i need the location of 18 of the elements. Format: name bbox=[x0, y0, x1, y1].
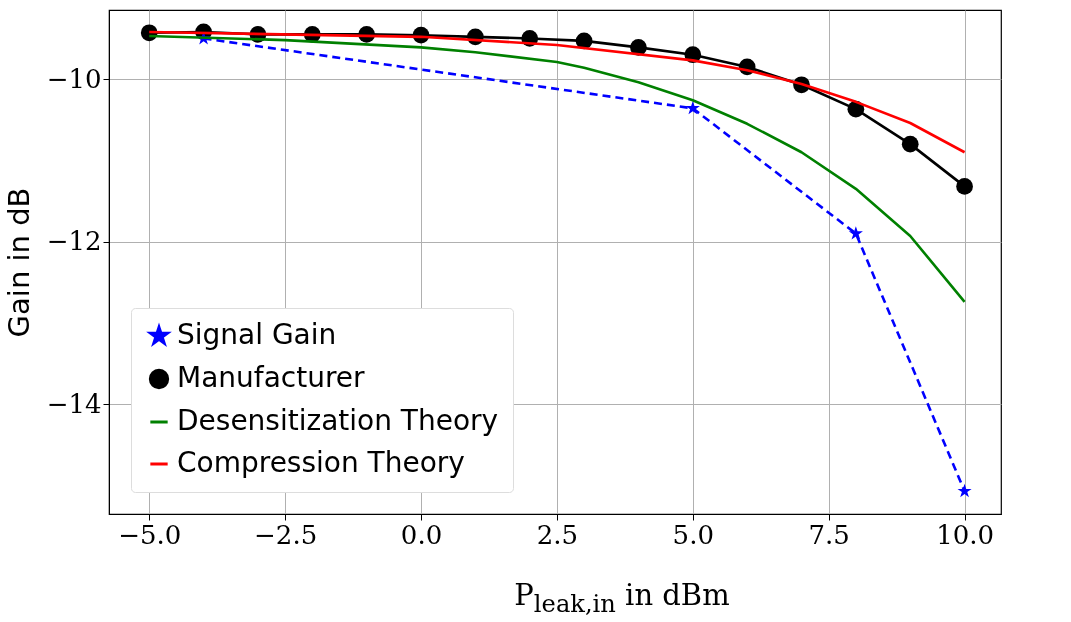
point bbox=[956, 178, 973, 195]
y-tick-label: −14 bbox=[46, 388, 102, 419]
x-axis-title: P$_{leak,in}$ in dBm bbox=[513, 578, 731, 618]
x-tick-label: 5.0 bbox=[672, 519, 714, 550]
x-tick-label: 0.0 bbox=[400, 519, 443, 550]
x-tick-label: −2.5 bbox=[254, 519, 318, 550]
y-tick-label: −12 bbox=[46, 226, 102, 257]
legend-label: Desensitization Theory bbox=[177, 404, 499, 437]
x-tick-label: 10.0 bbox=[936, 519, 995, 550]
legend-label: Compression Theory bbox=[177, 446, 465, 479]
y-tick-label: −10 bbox=[46, 63, 102, 94]
x-tick-label: 2.5 bbox=[536, 519, 579, 550]
legend-label: Signal Gain bbox=[177, 318, 337, 351]
point bbox=[848, 226, 863, 240]
x-tick-label: 7.5 bbox=[808, 519, 850, 550]
x-tick-label: −5.0 bbox=[118, 519, 182, 550]
y-axis-title: Gain in dB bbox=[1, 187, 36, 338]
legend-label: Manufacturer bbox=[177, 361, 366, 394]
